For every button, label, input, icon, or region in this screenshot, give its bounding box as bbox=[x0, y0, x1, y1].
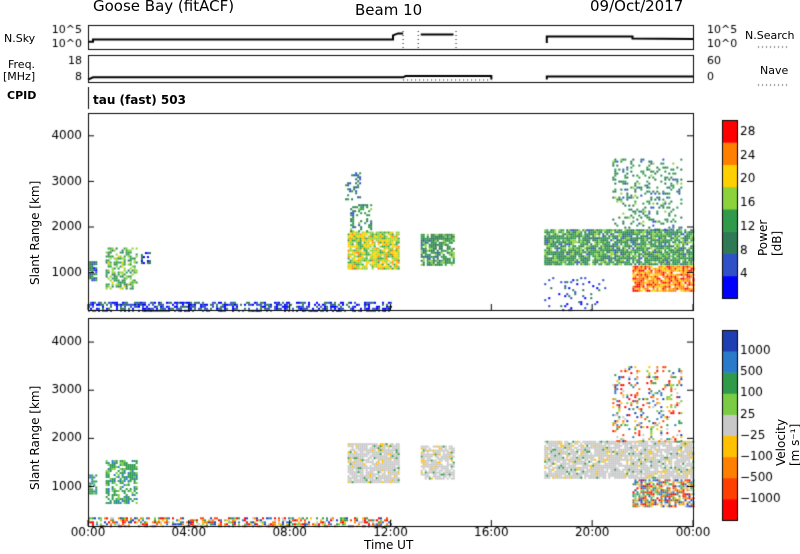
power-ylabel: Slant Range [km] bbox=[28, 180, 42, 285]
nsky-label: N.Sky bbox=[4, 32, 36, 45]
freq-unit-label: [MHz] bbox=[3, 70, 36, 83]
beam-label: Beam 10 bbox=[355, 1, 423, 19]
date-label: 09/Oct/2017 bbox=[590, 0, 684, 15]
velocity-ylabel: Slant Range [km] bbox=[28, 385, 42, 490]
power-colorbar-label: Power [dB] bbox=[756, 219, 784, 256]
cpid-value: tau (fast) 503 bbox=[93, 93, 186, 107]
velocity-colorbar-label: Velocity [m s⁻¹] bbox=[774, 418, 800, 466]
station-title: Goose Bay (fitACF) bbox=[93, 0, 235, 15]
nsearch-label: N.Search bbox=[745, 29, 795, 42]
cpid-label: CPID bbox=[7, 89, 37, 102]
nave-label: Nave bbox=[760, 64, 789, 77]
time-xlabel: Time UT bbox=[364, 538, 414, 552]
freq-label: Freq. bbox=[8, 58, 36, 71]
